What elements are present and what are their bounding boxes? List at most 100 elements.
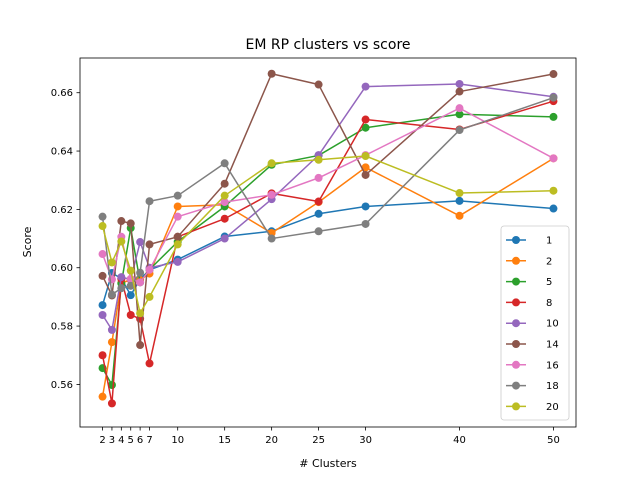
data-point	[98, 250, 107, 259]
data-point	[220, 198, 229, 207]
x-tick-label: 40	[453, 435, 466, 446]
data-point	[98, 301, 107, 310]
x-tick-label: 5	[128, 435, 134, 446]
legend-swatch-marker	[512, 256, 520, 265]
data-point	[98, 212, 107, 221]
data-point	[117, 217, 126, 226]
data-point	[173, 202, 182, 211]
data-point	[220, 234, 229, 243]
data-point	[549, 154, 558, 163]
legend-item: 8	[506, 298, 552, 309]
series-20	[98, 152, 558, 318]
data-point	[220, 159, 229, 168]
data-point	[107, 399, 116, 408]
data-point	[455, 196, 464, 205]
data-point	[126, 291, 135, 300]
data-point	[136, 309, 145, 318]
legend-item: 2	[506, 256, 552, 267]
data-point	[98, 351, 107, 360]
y-tick-label: 0.66	[51, 88, 73, 99]
data-point	[98, 222, 107, 231]
x-axis-label: # Clusters	[299, 457, 357, 470]
legend-swatch-marker	[512, 360, 520, 369]
data-point	[220, 214, 229, 223]
x-tick-label: 15	[218, 435, 231, 446]
data-point	[145, 359, 154, 368]
data-point	[126, 219, 135, 228]
data-point	[455, 189, 464, 198]
data-point	[107, 290, 116, 299]
y-tick-label: 0.62	[51, 205, 73, 216]
legend-swatch-marker	[512, 402, 520, 411]
data-point	[314, 80, 323, 89]
data-point	[145, 292, 154, 301]
legend-item: 14	[506, 340, 559, 351]
data-point	[117, 284, 126, 293]
data-point	[361, 82, 370, 91]
data-point	[267, 159, 276, 168]
data-point	[173, 232, 182, 241]
x-tick-label: 10	[171, 435, 184, 446]
data-point	[145, 265, 154, 274]
data-point	[455, 79, 464, 88]
data-point	[220, 179, 229, 188]
x-axis: 2 3 4 5 6 7 10 15 20 25 30 40 50	[99, 427, 560, 446]
x-tick-label: 2	[99, 435, 105, 446]
legend-label: 20	[546, 402, 559, 413]
data-point	[361, 123, 370, 132]
plot-frame	[79, 57, 577, 428]
legend-label: 14	[546, 340, 559, 351]
data-point	[107, 338, 116, 347]
data-point	[98, 392, 107, 401]
legend-label: 18	[546, 381, 559, 392]
legend-label: 1	[546, 236, 552, 247]
data-point	[126, 310, 135, 319]
data-point	[314, 155, 323, 164]
data-point	[220, 191, 229, 200]
x-tick-label: 20	[265, 435, 278, 446]
legend-swatch-marker	[512, 277, 520, 286]
data-point	[136, 341, 145, 350]
data-point	[173, 212, 182, 221]
chart-title: EM RP clusters vs score	[246, 37, 411, 53]
data-point	[455, 104, 464, 113]
y-tick-label: 0.64	[51, 147, 73, 158]
data-point	[361, 152, 370, 161]
data-point	[549, 70, 558, 79]
data-point	[267, 190, 276, 199]
legend-label: 2	[546, 256, 552, 267]
y-axis: 0.56 0.58 0.60 0.62 0.64 0.66	[51, 88, 80, 391]
legend: 1 2 5 8 10 14 16 18 20	[500, 225, 570, 421]
data-point	[361, 219, 370, 228]
axes	[79, 57, 577, 428]
y-tick-label: 0.58	[51, 322, 73, 333]
data-point	[314, 197, 323, 206]
data-point	[145, 197, 154, 206]
data-point	[455, 211, 464, 220]
legend-swatch-marker	[512, 236, 520, 244]
legend-label: 8	[546, 298, 552, 309]
data-point	[549, 186, 558, 195]
data-point	[136, 278, 145, 287]
data-point	[173, 240, 182, 249]
y-tick-label: 0.60	[51, 263, 73, 274]
legend-swatch-marker	[512, 298, 520, 307]
data-point	[107, 258, 116, 267]
x-tick-label: 6	[137, 435, 143, 446]
legend-item: 16	[506, 360, 559, 371]
legend-item: 18	[506, 381, 559, 392]
series-18	[98, 93, 558, 299]
data-point	[361, 202, 370, 211]
data-point	[361, 170, 370, 179]
data-point	[455, 110, 464, 119]
data-point	[117, 237, 126, 246]
data-point	[126, 281, 135, 290]
data-point	[314, 209, 323, 218]
data-point	[136, 268, 145, 277]
legend-item: 1	[506, 236, 552, 247]
data-point	[455, 126, 464, 135]
legend-label: 5	[546, 277, 552, 288]
data-point	[549, 93, 558, 102]
data-point	[173, 191, 182, 200]
